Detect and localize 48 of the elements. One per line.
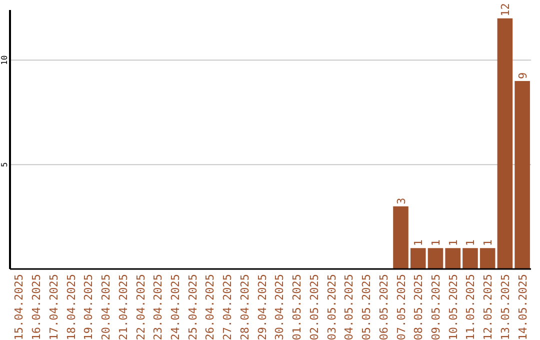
bar <box>393 206 408 269</box>
x-tick-label: 27.04.2025 <box>221 274 234 340</box>
x-tick-label: 26.04.2025 <box>204 274 217 340</box>
bar <box>462 248 478 269</box>
x-tick-label: 13.05.2025 <box>498 274 512 340</box>
bar <box>445 248 460 269</box>
data-label: 9 <box>516 72 530 80</box>
data-label: 1 <box>482 239 495 246</box>
data-label: 3 <box>394 198 408 204</box>
x-tick-label: 11.05.2025 <box>464 274 478 340</box>
x-tick-label: 10.05.2025 <box>446 274 460 340</box>
x-tick-label: 03.05.2025 <box>325 274 338 340</box>
x-tick-label: 20.04.2025 <box>100 274 113 340</box>
bar <box>428 248 444 269</box>
x-tick-label: 23.04.2025 <box>152 274 165 340</box>
x-tick-label: 06.05.2025 <box>377 274 390 340</box>
data-label: 12 <box>498 3 512 16</box>
data-label: 1 <box>412 239 426 246</box>
x-tick-label: 28.04.2025 <box>238 274 252 340</box>
x-tick-label: 02.05.2025 <box>308 274 321 340</box>
x-tick-label: 01.05.2025 <box>290 274 304 340</box>
y-tick-label: 5 <box>0 162 9 167</box>
x-tick-label: 15.04.2025 <box>12 274 26 340</box>
x-tick-label: 30.04.2025 <box>273 274 286 340</box>
x-tick-label: 22.04.2025 <box>134 274 148 340</box>
x-tick-label: 05.05.2025 <box>360 274 374 340</box>
x-tick-label: 18.04.2025 <box>64 274 78 340</box>
x-tick-label: 25.04.2025 <box>186 274 200 340</box>
x-tick-label: 19.04.2025 <box>82 274 96 340</box>
y-tick-label: 10 <box>0 55 9 65</box>
x-tick-label: 07.05.2025 <box>394 274 408 340</box>
x-tick-label: 17.04.2025 <box>47 274 60 340</box>
x-tick-label: 29.04.2025 <box>256 274 269 340</box>
bar <box>497 18 513 269</box>
x-tick-label: 08.05.2025 <box>412 274 426 340</box>
x-tick-label: 12.05.2025 <box>482 274 495 340</box>
bar <box>410 248 426 269</box>
x-tick-label: 14.05.2025 <box>516 274 530 340</box>
data-label: 1 <box>446 239 460 246</box>
x-tick-label: 24.04.2025 <box>168 274 182 340</box>
data-label: 1 <box>429 239 442 246</box>
bar <box>480 248 496 269</box>
x-tick-label: 16.04.2025 <box>30 274 44 340</box>
x-tick-label: 21.04.2025 <box>116 274 130 340</box>
x-tick-label: 09.05.2025 <box>429 274 442 340</box>
x-tick-label: 04.05.2025 <box>342 274 356 340</box>
data-label: 1 <box>464 239 478 246</box>
bar <box>514 81 530 269</box>
